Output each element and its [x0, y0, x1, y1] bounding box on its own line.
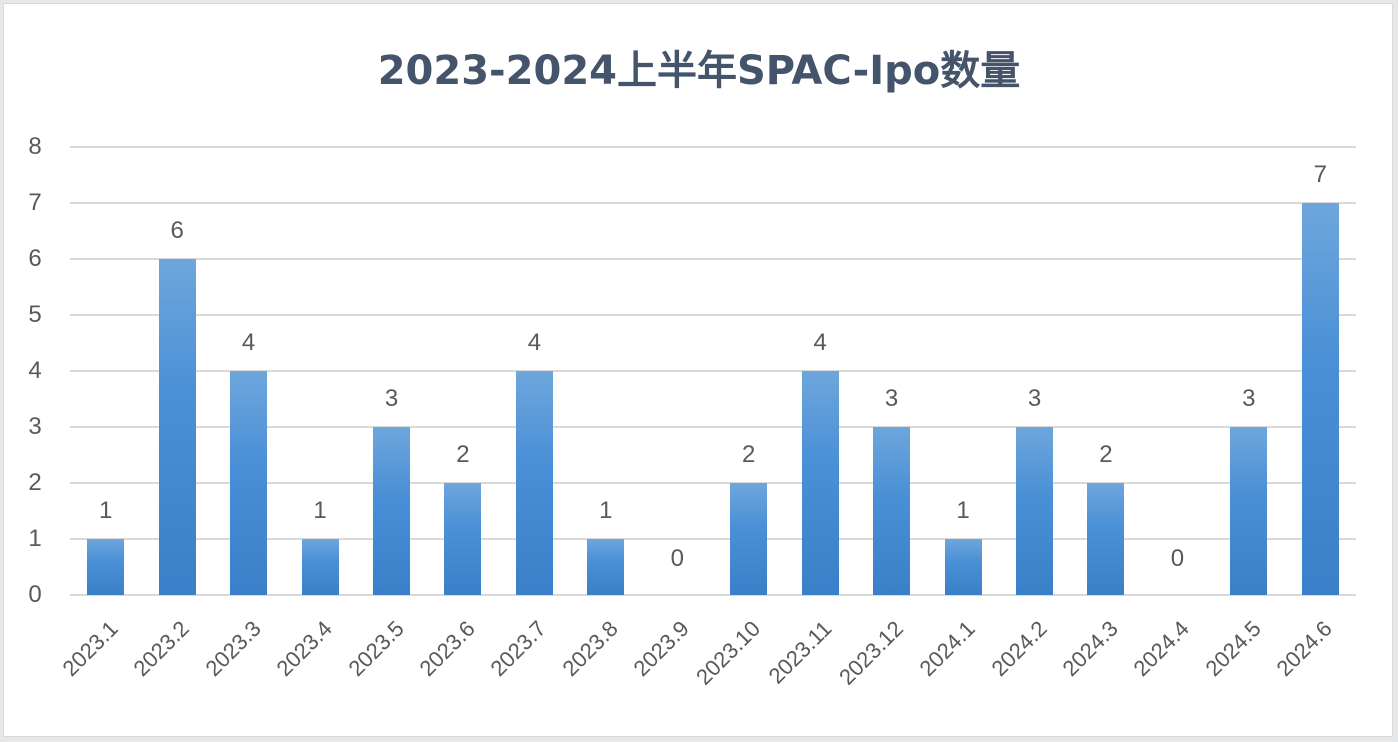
y-tick-label: 1 — [28, 525, 42, 552]
x-tick-label: 2024.3 — [1057, 615, 1123, 682]
data-label: 3 — [1242, 385, 1256, 412]
data-label: 6 — [170, 217, 184, 244]
x-tick-label: 2023.3 — [200, 615, 266, 682]
x-tick-label: 2023.8 — [557, 615, 623, 682]
bar[interactable] — [587, 539, 625, 595]
data-label: 4 — [241, 329, 256, 356]
data-label: 1 — [599, 497, 613, 524]
data-label: 1 — [99, 497, 113, 524]
data-label: 1 — [956, 497, 970, 524]
gridline — [70, 538, 1356, 540]
data-label: 2 — [456, 441, 470, 468]
y-tick-label: 0 — [28, 581, 42, 608]
bar[interactable] — [373, 427, 410, 595]
x-tick-label: 2023.12 — [833, 615, 908, 690]
y-tick-label: 2 — [28, 469, 42, 496]
y-tick-label: 6 — [28, 245, 42, 272]
data-label: 4 — [813, 329, 827, 356]
data-label: 0 — [1170, 545, 1185, 572]
x-tick-label: 2024.5 — [1200, 615, 1266, 682]
gridline — [70, 202, 1356, 204]
x-tick-label: 2023.2 — [128, 615, 194, 682]
bar[interactable] — [301, 539, 339, 595]
x-tick-label: 2023.6 — [414, 615, 480, 682]
data-label: 3 — [1027, 385, 1042, 412]
y-tick-label: 7 — [28, 189, 42, 216]
gridline — [70, 482, 1356, 484]
x-tick-label: 2023.7 — [485, 615, 552, 682]
x-tick-label: 2023.11 — [763, 615, 837, 689]
gridline — [70, 594, 1356, 596]
gridline — [70, 146, 1356, 148]
x-tick-label: 2024.6 — [1271, 615, 1338, 682]
data-label: 3 — [884, 385, 899, 412]
gridline — [70, 314, 1356, 316]
y-tick-label: 4 — [28, 357, 42, 384]
y-tick-label: 8 — [28, 133, 42, 160]
x-tick-label: 2024.1 — [914, 615, 980, 682]
gridline — [70, 258, 1356, 260]
bar[interactable] — [1016, 427, 1053, 595]
bar[interactable] — [944, 539, 982, 595]
data-label: 2 — [742, 441, 756, 468]
bar[interactable] — [87, 539, 125, 595]
bar[interactable] — [158, 259, 196, 595]
gridline — [70, 426, 1356, 428]
data-label: 4 — [527, 329, 542, 356]
chart-title: 2023-2024上半年SPAC-Ipo数量 — [377, 48, 1021, 94]
data-label: 0 — [670, 545, 684, 572]
bar[interactable] — [1087, 483, 1125, 595]
bar[interactable] — [730, 483, 768, 595]
data-label: 7 — [1313, 161, 1327, 188]
bar[interactable] — [444, 483, 482, 595]
x-tick-label: 2023.1 — [57, 615, 123, 682]
y-tick-label: 3 — [28, 413, 42, 440]
x-tick-label: 2023.4 — [271, 615, 337, 682]
data-label: 1 — [313, 497, 327, 524]
bar[interactable] — [873, 427, 911, 595]
x-tick-label: 2023.9 — [628, 615, 695, 682]
x-tick-label: 2024.4 — [1128, 615, 1195, 682]
bar[interactable] — [1230, 427, 1268, 595]
data-label: 2 — [1099, 441, 1113, 468]
x-tick-label: 2023.10 — [690, 615, 765, 690]
y-tick-label: 5 — [28, 301, 42, 328]
x-tick-label: 2024.2 — [986, 615, 1052, 682]
gridline — [70, 370, 1356, 372]
data-label: 3 — [384, 385, 399, 412]
bar[interactable] — [1301, 203, 1339, 595]
bar[interactable] — [801, 371, 839, 595]
bar[interactable] — [230, 371, 268, 595]
x-tick-label: 2023.5 — [343, 615, 409, 682]
bar[interactable] — [515, 371, 553, 595]
